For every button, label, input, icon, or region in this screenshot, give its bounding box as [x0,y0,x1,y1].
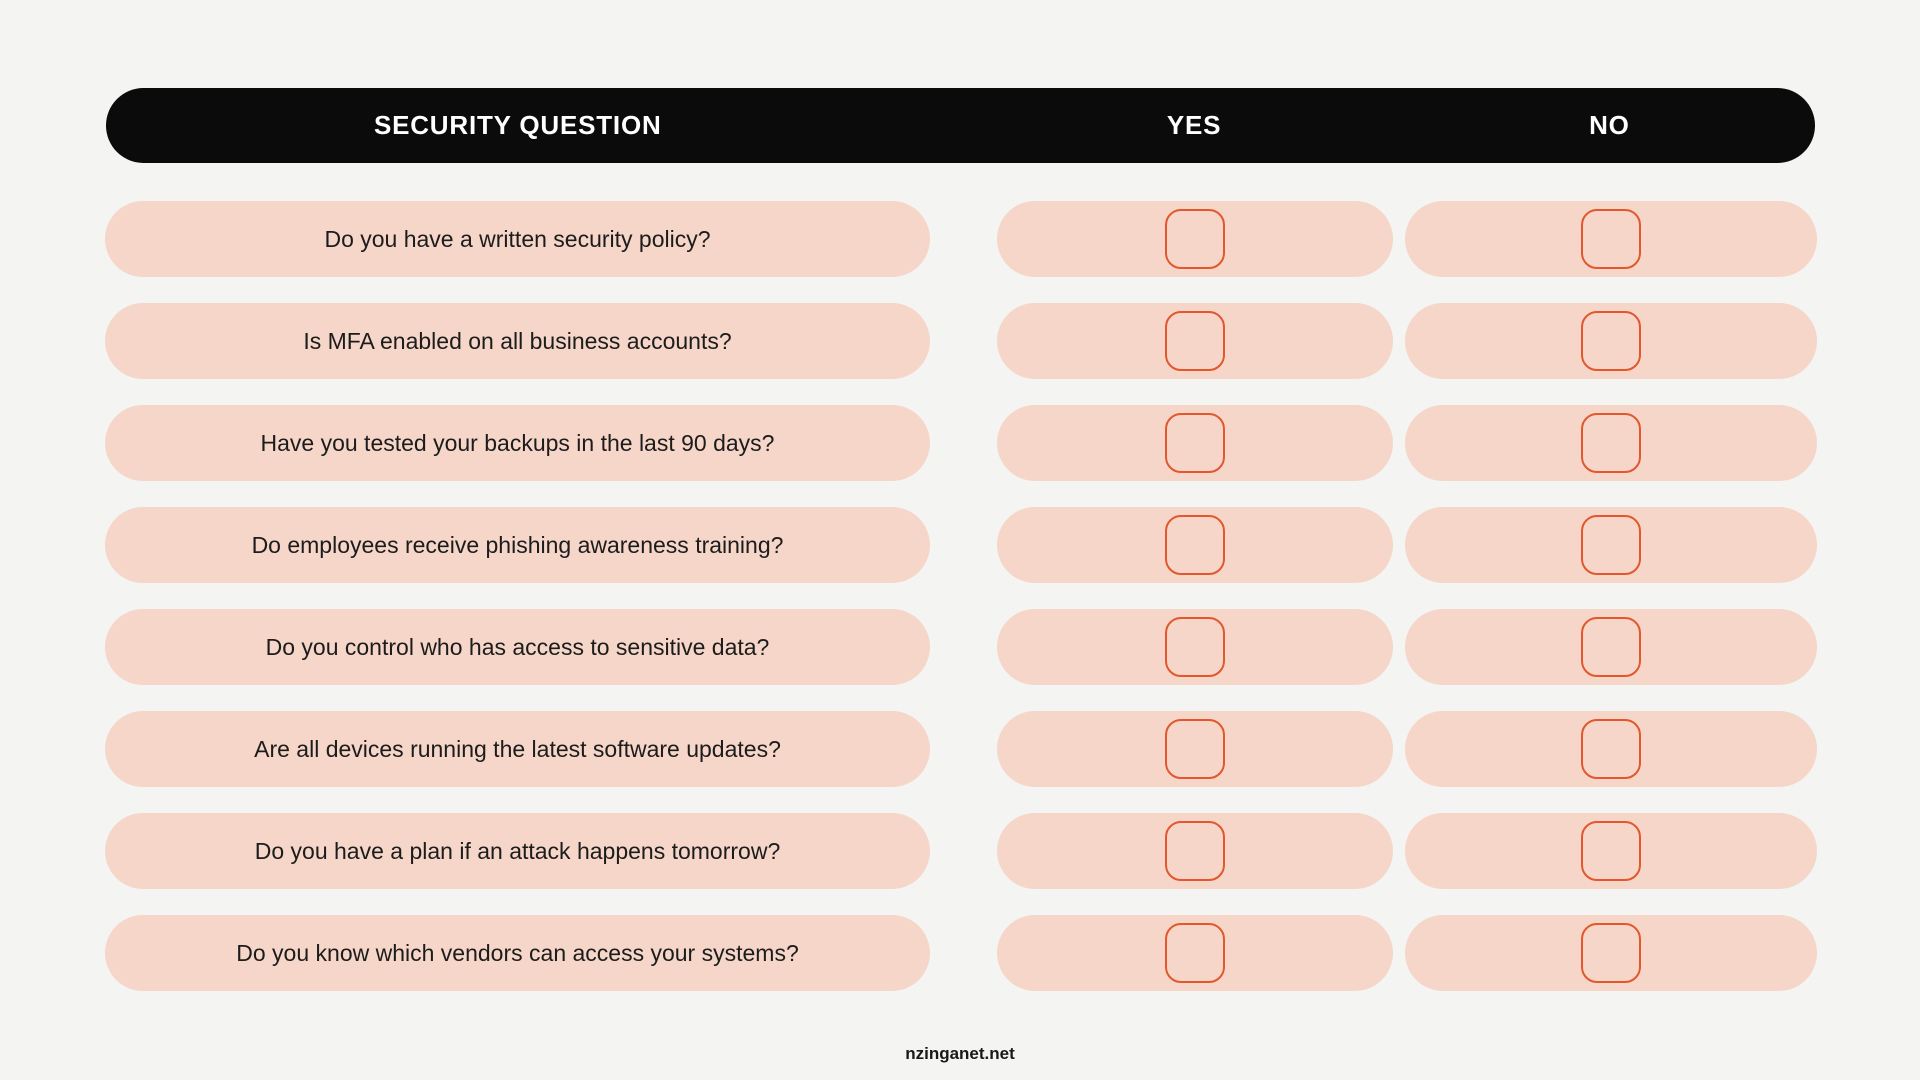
table-row: Do you control who has access to sensiti… [105,609,1817,685]
yes-checkbox[interactable] [1165,821,1225,881]
table-header-bar: SECURITY QUESTION YES NO [106,88,1815,163]
yes-checkbox[interactable] [1165,209,1225,269]
question-pill: Do you have a written security policy? [105,201,930,277]
yes-answer-pill [997,507,1393,583]
table-row: Do you know which vendors can access you… [105,915,1817,991]
table-row: Do employees receive phishing awareness … [105,507,1817,583]
yes-checkbox[interactable] [1165,719,1225,779]
yes-checkbox[interactable] [1165,413,1225,473]
table-row: Are all devices running the latest softw… [105,711,1817,787]
site-watermark: nzinganet.net [905,1044,1015,1063]
yes-checkbox[interactable] [1165,311,1225,371]
no-answer-pill [1405,609,1817,685]
no-checkbox[interactable] [1581,821,1641,881]
question-pill: Do you know which vendors can access you… [105,915,930,991]
no-checkbox[interactable] [1581,209,1641,269]
table-row: Do you have a plan if an attack happens … [105,813,1817,889]
no-checkbox[interactable] [1581,719,1641,779]
header-security-question: SECURITY QUESTION [373,110,662,140]
no-answer-pill [1405,813,1817,889]
no-answer-pill [1405,405,1817,481]
yes-answer-pill [997,711,1393,787]
no-answer-pill [1405,303,1817,379]
no-answer-pill [1405,915,1817,991]
yes-answer-pill [997,813,1393,889]
question-pill: Is MFA enabled on all business accounts? [105,303,930,379]
question-pill: Do you have a plan if an attack happens … [105,813,930,889]
question-pill: Do you control who has access to sensiti… [105,609,930,685]
yes-answer-pill [997,303,1393,379]
yes-answer-pill [997,915,1393,991]
no-checkbox[interactable] [1581,413,1641,473]
checklist-rows: Do you have a written security policy? I… [105,201,1817,991]
yes-checkbox[interactable] [1165,515,1225,575]
question-pill: Are all devices running the latest softw… [105,711,930,787]
no-checkbox[interactable] [1581,515,1641,575]
question-pill: Have you tested your backups in the last… [105,405,930,481]
header-yes: YES [1166,110,1222,140]
no-checkbox[interactable] [1581,923,1641,983]
no-checkbox[interactable] [1581,617,1641,677]
yes-answer-pill [997,201,1393,277]
header-no: NO [1589,110,1630,140]
table-row: Is MFA enabled on all business accounts? [105,303,1817,379]
yes-checkbox[interactable] [1165,617,1225,677]
no-answer-pill [1405,201,1817,277]
table-row: Do you have a written security policy? [105,201,1817,277]
no-checkbox[interactable] [1581,311,1641,371]
table-row: Have you tested your backups in the last… [105,405,1817,481]
no-answer-pill [1405,507,1817,583]
yes-answer-pill [997,405,1393,481]
question-pill: Do employees receive phishing awareness … [105,507,930,583]
no-answer-pill [1405,711,1817,787]
yes-checkbox[interactable] [1165,923,1225,983]
security-checklist-table: SECURITY QUESTION YES NO Do you have a w… [105,88,1817,991]
yes-answer-pill [997,609,1393,685]
